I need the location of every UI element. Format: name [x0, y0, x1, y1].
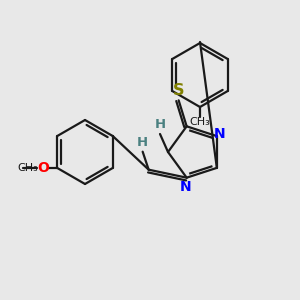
Text: S: S — [173, 83, 184, 98]
Text: CH₃: CH₃ — [17, 163, 38, 173]
Text: H: H — [137, 136, 148, 149]
Text: H: H — [154, 118, 166, 131]
Text: CH₃: CH₃ — [190, 117, 210, 127]
Text: N: N — [214, 127, 226, 141]
Text: N: N — [180, 180, 191, 194]
Text: O: O — [37, 161, 49, 175]
